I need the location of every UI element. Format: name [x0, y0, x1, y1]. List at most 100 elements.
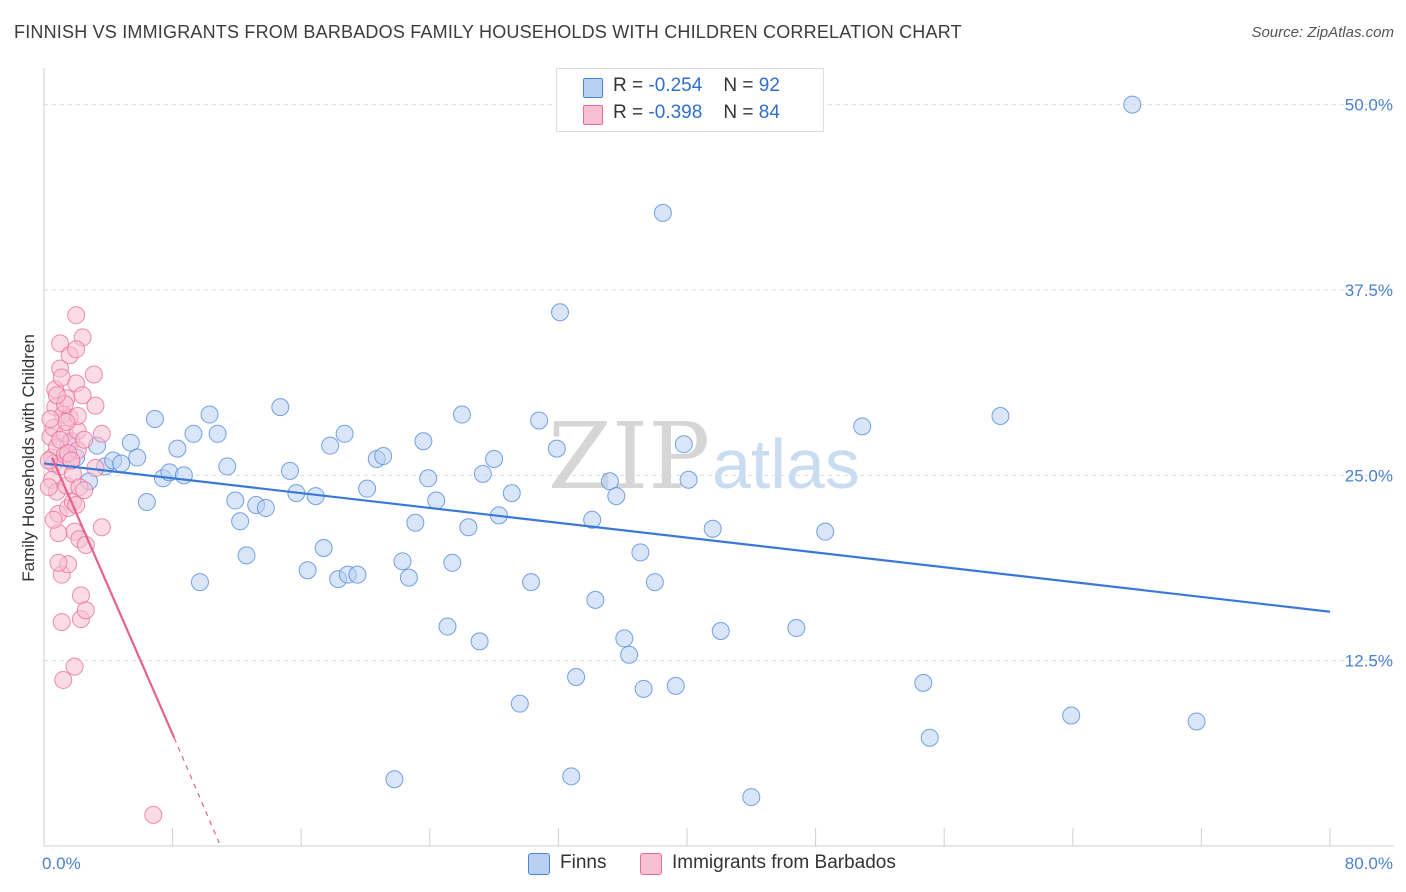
finns-point [438, 617, 457, 636]
barbados-swatch [583, 105, 603, 125]
finns-point [128, 448, 147, 467]
finns-point [562, 767, 581, 786]
finns-point [374, 447, 393, 466]
finns-point [470, 632, 489, 651]
barbados-point [62, 451, 81, 470]
x-tick-label: 80.0% [1345, 854, 1393, 873]
y-tick-label: 25.0% [1345, 466, 1393, 485]
barbados-trend-line [51, 457, 176, 739]
barbados-legend-swatch [640, 853, 662, 875]
finns-point [406, 513, 425, 532]
finns-point [473, 464, 492, 483]
barbados-point [51, 430, 70, 449]
finns-point [583, 510, 602, 529]
finns-point [607, 487, 626, 506]
finns-point [547, 439, 566, 458]
finns-point [399, 568, 418, 587]
barbados-point [54, 670, 73, 689]
legend-finns-r-label: R = [613, 75, 644, 96]
finns-point [674, 435, 693, 454]
finns-point [679, 470, 698, 489]
finns-point [271, 398, 290, 417]
barbados-point [73, 386, 92, 405]
legend-barbados-r-value: -0.398 [648, 102, 703, 123]
finns-point [414, 432, 433, 451]
tick-labels: 12.5% 25.0% 37.5% 50.0% 0.0% 80.0% [42, 96, 1393, 873]
finns-point [443, 553, 462, 572]
finns-point [1123, 95, 1142, 114]
finns-point [914, 673, 933, 692]
finns-point [237, 546, 256, 565]
y-axis-label: Family Households with Children [19, 334, 38, 582]
finns-legend-label: Finns [560, 852, 607, 873]
y-tick-label: 50.0% [1345, 96, 1393, 115]
finns-point [600, 472, 619, 491]
finns-point [419, 469, 438, 488]
finns-point [385, 770, 404, 789]
finns-point [427, 491, 446, 510]
finns-point [314, 538, 333, 557]
finns-point [208, 424, 227, 443]
finns-point [256, 498, 275, 517]
grid-lines [44, 104, 1394, 662]
y-tick-label: 37.5% [1345, 281, 1393, 300]
barbados-point [41, 409, 60, 428]
finns-point [485, 450, 504, 469]
finns-point [530, 411, 549, 430]
finns-point [121, 433, 140, 452]
finns-point [645, 573, 664, 592]
finns-point [459, 518, 478, 537]
finns-point [335, 424, 354, 443]
legend-finns-n-value: 92 [758, 75, 780, 96]
chart-title: FINNISH VS IMMIGRANTS FROM BARBADOS FAMI… [14, 22, 962, 42]
watermark-atlas: atlas [712, 425, 860, 503]
legend-barbados-n-value: 84 [758, 102, 780, 123]
finns-point [991, 407, 1010, 426]
finns-point [452, 405, 471, 424]
finns-point [280, 461, 299, 480]
finns-point [145, 409, 164, 428]
finns-point [393, 552, 412, 571]
finns-point [1187, 712, 1206, 731]
barbados-legend-label: Immigrants from Barbados [672, 852, 896, 873]
barbados-point [75, 481, 94, 500]
finns-point [522, 573, 541, 592]
barbados-point [92, 424, 111, 443]
barbados-trend-extension [173, 737, 220, 844]
finns-point [653, 203, 672, 222]
barbados-point [86, 396, 105, 415]
source-label: Source: ZipAtlas.com [1251, 24, 1394, 41]
barbados-point [92, 518, 111, 537]
finns-point [920, 728, 939, 747]
finns-point [853, 417, 872, 436]
finns-point [1062, 706, 1081, 725]
finns-point [226, 491, 245, 510]
finns-point [586, 590, 605, 609]
barbados-point [52, 368, 71, 387]
barbados-point [144, 805, 163, 824]
finns-swatch [583, 78, 603, 98]
barbados-point [57, 412, 76, 431]
finns-point [298, 561, 317, 580]
finns-point [787, 619, 806, 638]
x-tick-label: 0.0% [42, 854, 81, 873]
legend-barbados-r-label: R = [613, 102, 644, 123]
watermark: ZIP atlas [548, 403, 860, 510]
finns-point [634, 679, 653, 698]
barbados-point [75, 430, 94, 449]
barbados-point [76, 601, 95, 620]
finns-point [348, 565, 367, 584]
barbados-point [49, 553, 68, 572]
y-tick-label: 12.5% [1345, 652, 1393, 671]
legend-finns-r-value: -0.254 [648, 75, 703, 96]
finns-point [742, 788, 761, 807]
legend-barbados-n-label: N = [723, 102, 754, 123]
finns-point [168, 439, 187, 458]
finns-point [510, 694, 529, 713]
finns-point [358, 479, 377, 498]
legend-finns-n-label: N = [723, 75, 754, 96]
barbados-point [65, 657, 84, 676]
finns-points [59, 95, 1206, 807]
finns-point [631, 543, 650, 562]
finns-point [112, 454, 131, 473]
